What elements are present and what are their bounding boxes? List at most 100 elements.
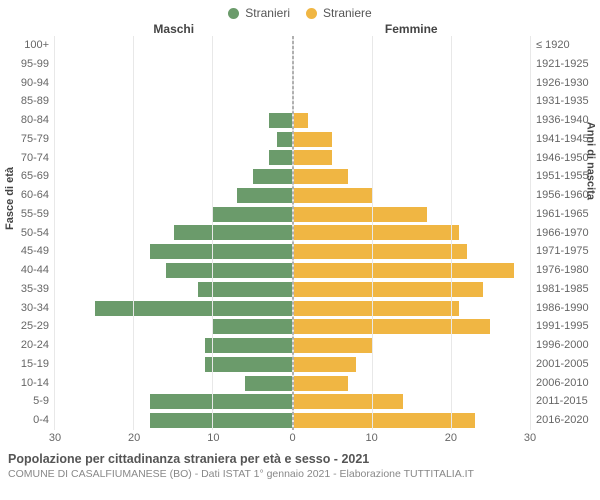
y-axis-title-right: Anni di nascita bbox=[584, 122, 596, 200]
bar-male bbox=[269, 113, 293, 128]
birth-label: 1981-1985 bbox=[536, 280, 600, 299]
population-pyramid-chart: Fasce di età Anni di nascita Stranieri S… bbox=[0, 0, 600, 500]
birth-label: 2011-2015 bbox=[536, 392, 600, 411]
bar-female bbox=[293, 225, 459, 240]
x-tick-label: 10 bbox=[207, 432, 219, 444]
age-label: 35-39 bbox=[0, 280, 49, 299]
bar-female bbox=[293, 150, 333, 165]
birth-label: 1961-1965 bbox=[536, 205, 600, 224]
age-label: 30-34 bbox=[0, 299, 49, 318]
legend: Stranieri Straniere bbox=[0, 0, 600, 22]
birth-label: 2001-2005 bbox=[536, 355, 600, 374]
bar-male bbox=[245, 376, 293, 391]
legend-label-male: Stranieri bbox=[245, 6, 290, 20]
legend-item-male: Stranieri bbox=[228, 6, 290, 20]
bar-male bbox=[150, 244, 293, 259]
x-tick-label: 20 bbox=[128, 432, 140, 444]
bar-female bbox=[293, 263, 515, 278]
caption-sub: COMUNE DI CASALFIUMANESE (BO) - Dati IST… bbox=[8, 468, 592, 480]
age-axis-labels: 100+95-9990-9485-8980-8475-7970-7465-696… bbox=[0, 36, 55, 430]
bar-male bbox=[269, 150, 293, 165]
age-label: 100+ bbox=[0, 36, 49, 55]
bar-female bbox=[293, 357, 356, 372]
gridline bbox=[530, 36, 531, 430]
birth-label: 1976-1980 bbox=[536, 261, 600, 280]
birth-label: 1921-1925 bbox=[536, 55, 600, 74]
age-label: 80-84 bbox=[0, 111, 49, 130]
birth-label: 1991-1995 bbox=[536, 317, 600, 336]
bar-female bbox=[293, 207, 428, 222]
bar-male bbox=[277, 132, 293, 147]
birth-label: 1926-1930 bbox=[536, 74, 600, 93]
birth-label: ≤ 1920 bbox=[536, 36, 600, 55]
bar-male bbox=[237, 188, 292, 203]
bar-male bbox=[166, 263, 293, 278]
gender-titles: Maschi Femmine bbox=[0, 22, 600, 36]
age-label: 10-14 bbox=[0, 374, 49, 393]
age-label: 25-29 bbox=[0, 317, 49, 336]
bar-male bbox=[213, 319, 292, 334]
gender-title-female: Femmine bbox=[293, 22, 531, 36]
bars-female bbox=[293, 36, 531, 430]
legend-swatch-male bbox=[228, 8, 239, 19]
x-ticks: 0102030 102030 bbox=[55, 430, 530, 448]
bar-male bbox=[174, 225, 293, 240]
age-label: 75-79 bbox=[0, 130, 49, 149]
age-label: 40-44 bbox=[0, 261, 49, 280]
birth-label: 1966-1970 bbox=[536, 224, 600, 243]
bar-female bbox=[293, 244, 467, 259]
bar-male bbox=[213, 207, 292, 222]
bar-female bbox=[293, 132, 333, 147]
bar-female bbox=[293, 319, 491, 334]
age-label: 90-94 bbox=[0, 74, 49, 93]
age-label: 70-74 bbox=[0, 149, 49, 168]
age-label: 15-19 bbox=[0, 355, 49, 374]
birth-label: 2006-2010 bbox=[536, 374, 600, 393]
bar-male bbox=[150, 413, 293, 428]
gridline bbox=[133, 36, 134, 430]
gridline bbox=[372, 36, 373, 430]
gridline bbox=[451, 36, 452, 430]
bars-area bbox=[55, 36, 530, 430]
x-tick-label: 20 bbox=[445, 432, 457, 444]
caption: Popolazione per cittadinanza straniera p… bbox=[0, 448, 600, 480]
bar-female bbox=[293, 188, 372, 203]
bar-female bbox=[293, 394, 404, 409]
birth-label: 1986-1990 bbox=[536, 299, 600, 318]
x-tick-label: 10 bbox=[366, 432, 378, 444]
birth-label: 2016-2020 bbox=[536, 411, 600, 430]
legend-label-female: Straniere bbox=[323, 6, 372, 20]
gridline bbox=[54, 36, 55, 430]
birth-label: 1996-2000 bbox=[536, 336, 600, 355]
bar-female bbox=[293, 169, 348, 184]
legend-item-female: Straniere bbox=[306, 6, 372, 20]
bar-female bbox=[293, 113, 309, 128]
bar-male bbox=[253, 169, 293, 184]
x-tick-label: 30 bbox=[524, 432, 536, 444]
plot-area: 100+95-9990-9485-8980-8475-7970-7465-696… bbox=[0, 36, 600, 430]
y-axis-title-left: Fasce di età bbox=[4, 167, 16, 230]
bars-male bbox=[55, 36, 293, 430]
birth-axis-labels: ≤ 19201921-19251926-19301931-19351936-19… bbox=[530, 36, 600, 430]
bar-female bbox=[293, 301, 459, 316]
age-label: 5-9 bbox=[0, 392, 49, 411]
bar-male bbox=[150, 394, 293, 409]
age-label: 85-89 bbox=[0, 92, 49, 111]
center-line bbox=[292, 36, 293, 430]
caption-title: Popolazione per cittadinanza straniera p… bbox=[8, 452, 592, 466]
bar-female bbox=[293, 376, 348, 391]
age-label: 0-4 bbox=[0, 411, 49, 430]
gender-title-male: Maschi bbox=[55, 22, 293, 36]
bar-female bbox=[293, 413, 475, 428]
bar-male bbox=[205, 338, 292, 353]
bar-male bbox=[205, 357, 292, 372]
birth-label: 1931-1935 bbox=[536, 92, 600, 111]
bar-male bbox=[95, 301, 293, 316]
bar-female bbox=[293, 338, 372, 353]
age-label: 45-49 bbox=[0, 242, 49, 261]
gridline bbox=[212, 36, 213, 430]
x-axis: 0102030 102030 bbox=[0, 430, 600, 448]
legend-swatch-female bbox=[306, 8, 317, 19]
bar-female bbox=[293, 282, 483, 297]
x-tick-label: 30 bbox=[49, 432, 61, 444]
